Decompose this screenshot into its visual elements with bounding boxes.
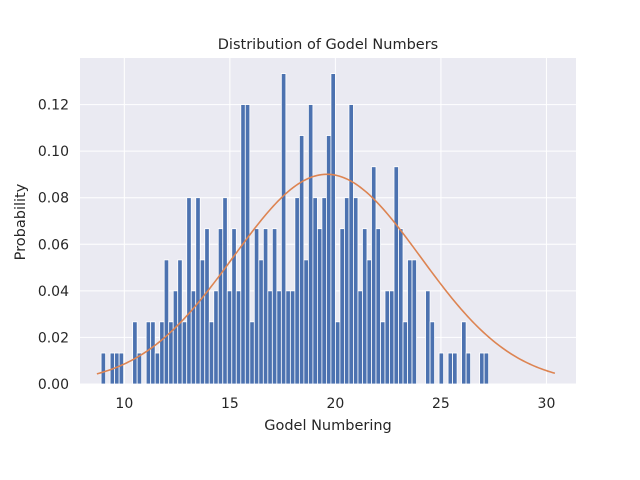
tick-labels: 10 15 20 25 30 0.00 0.02 0.04 0.06 0.08 0.10 0.12 [38, 98, 556, 412]
histogram-bar [303, 259, 309, 385]
histogram-bar [249, 321, 255, 385]
histogram-bar [226, 290, 233, 385]
histogram-bar [271, 228, 278, 385]
y-tick-label: 0.02 [38, 330, 69, 346]
histogram-bar [150, 321, 156, 385]
y-tick-label: 0.12 [38, 98, 69, 114]
histogram-bar [330, 73, 336, 385]
histogram-bar [321, 197, 327, 385]
histogram-bar [199, 259, 206, 385]
histogram-bar [447, 352, 453, 385]
chart-title: Distribution of Godel Numbers [218, 37, 438, 53]
x-tick-label: 30 [538, 396, 556, 412]
y-tick-label: 0.06 [38, 237, 69, 253]
histogram-bar [344, 197, 350, 385]
y-tick-label: 0.04 [38, 284, 69, 300]
histogram-bar [231, 228, 237, 385]
histogram-bar [276, 290, 282, 385]
x-tick-label: 15 [221, 396, 239, 412]
x-tick-label: 10 [115, 396, 133, 412]
x-axis-label: Godel Numbering [264, 418, 392, 434]
histogram-bar [145, 321, 152, 385]
histogram-bar [393, 166, 399, 385]
histogram-bar [100, 352, 107, 385]
y-axis-label: Probability [13, 183, 29, 260]
histogram-bar [235, 290, 242, 385]
histogram-bar [244, 104, 251, 385]
histogram-bar [479, 352, 485, 385]
histogram-bar [204, 228, 210, 385]
histogram-bar [267, 290, 273, 385]
histogram-bar [375, 228, 381, 385]
histogram-bar [389, 290, 395, 385]
histogram-bar [136, 352, 143, 385]
histogram-bar [289, 290, 296, 385]
histogram-bar [294, 197, 300, 385]
histogram-bar [339, 228, 345, 385]
histogram-bar [348, 104, 354, 385]
histogram-bar [190, 290, 197, 385]
histogram-bar [357, 290, 363, 385]
histogram-bar [438, 352, 444, 385]
histogram-bar [317, 228, 323, 385]
histogram-bar [172, 290, 179, 385]
histogram-bar [186, 197, 192, 385]
histogram-bar [461, 321, 467, 385]
normal-fit-line [96, 173, 556, 375]
y-tick-label: 0.10 [38, 144, 69, 160]
histogram-bar [362, 228, 368, 385]
histogram-bar [411, 259, 417, 385]
histogram-bar [262, 228, 269, 385]
histogram-bar [402, 321, 408, 385]
histogram-bar [258, 259, 264, 385]
x-tick-label: 20 [326, 396, 344, 412]
histogram-bar [353, 197, 359, 385]
x-tick-label: 25 [432, 396, 450, 412]
histogram-bar [132, 321, 138, 385]
histogram-bar [285, 290, 291, 385]
histogram-bar [335, 321, 341, 385]
histogram-bar [280, 73, 287, 385]
histogram-bar [425, 290, 431, 385]
histogram-bar [307, 104, 314, 385]
histogram-bar [483, 352, 490, 385]
histogram-bar [195, 197, 201, 385]
histogram-bar [298, 135, 305, 385]
histogram-bar [213, 290, 219, 385]
histogram-bar [312, 197, 318, 385]
histogram-bar [208, 321, 215, 385]
y-tick-label: 0.08 [38, 191, 69, 207]
histogram-bar [222, 197, 228, 385]
histogram-bar [407, 259, 413, 385]
histogram-bar [154, 352, 161, 385]
histogram-bar [326, 135, 332, 385]
histogram-bar [163, 259, 170, 385]
histogram-bar [159, 321, 165, 385]
histogram-bar [465, 352, 472, 385]
histogram-bar [366, 259, 372, 385]
density-curve [96, 173, 556, 375]
histogram-bar [118, 352, 125, 385]
y-tick-label: 0.00 [38, 377, 69, 393]
histogram-bar [217, 228, 224, 385]
histogram-bar [452, 352, 458, 385]
histogram-bar [398, 228, 404, 385]
histogram-bar [181, 321, 188, 385]
histogram-bar [380, 321, 386, 385]
histogram-bar [384, 290, 390, 385]
histogram-bar [253, 228, 260, 385]
histogram-bar [429, 321, 435, 385]
